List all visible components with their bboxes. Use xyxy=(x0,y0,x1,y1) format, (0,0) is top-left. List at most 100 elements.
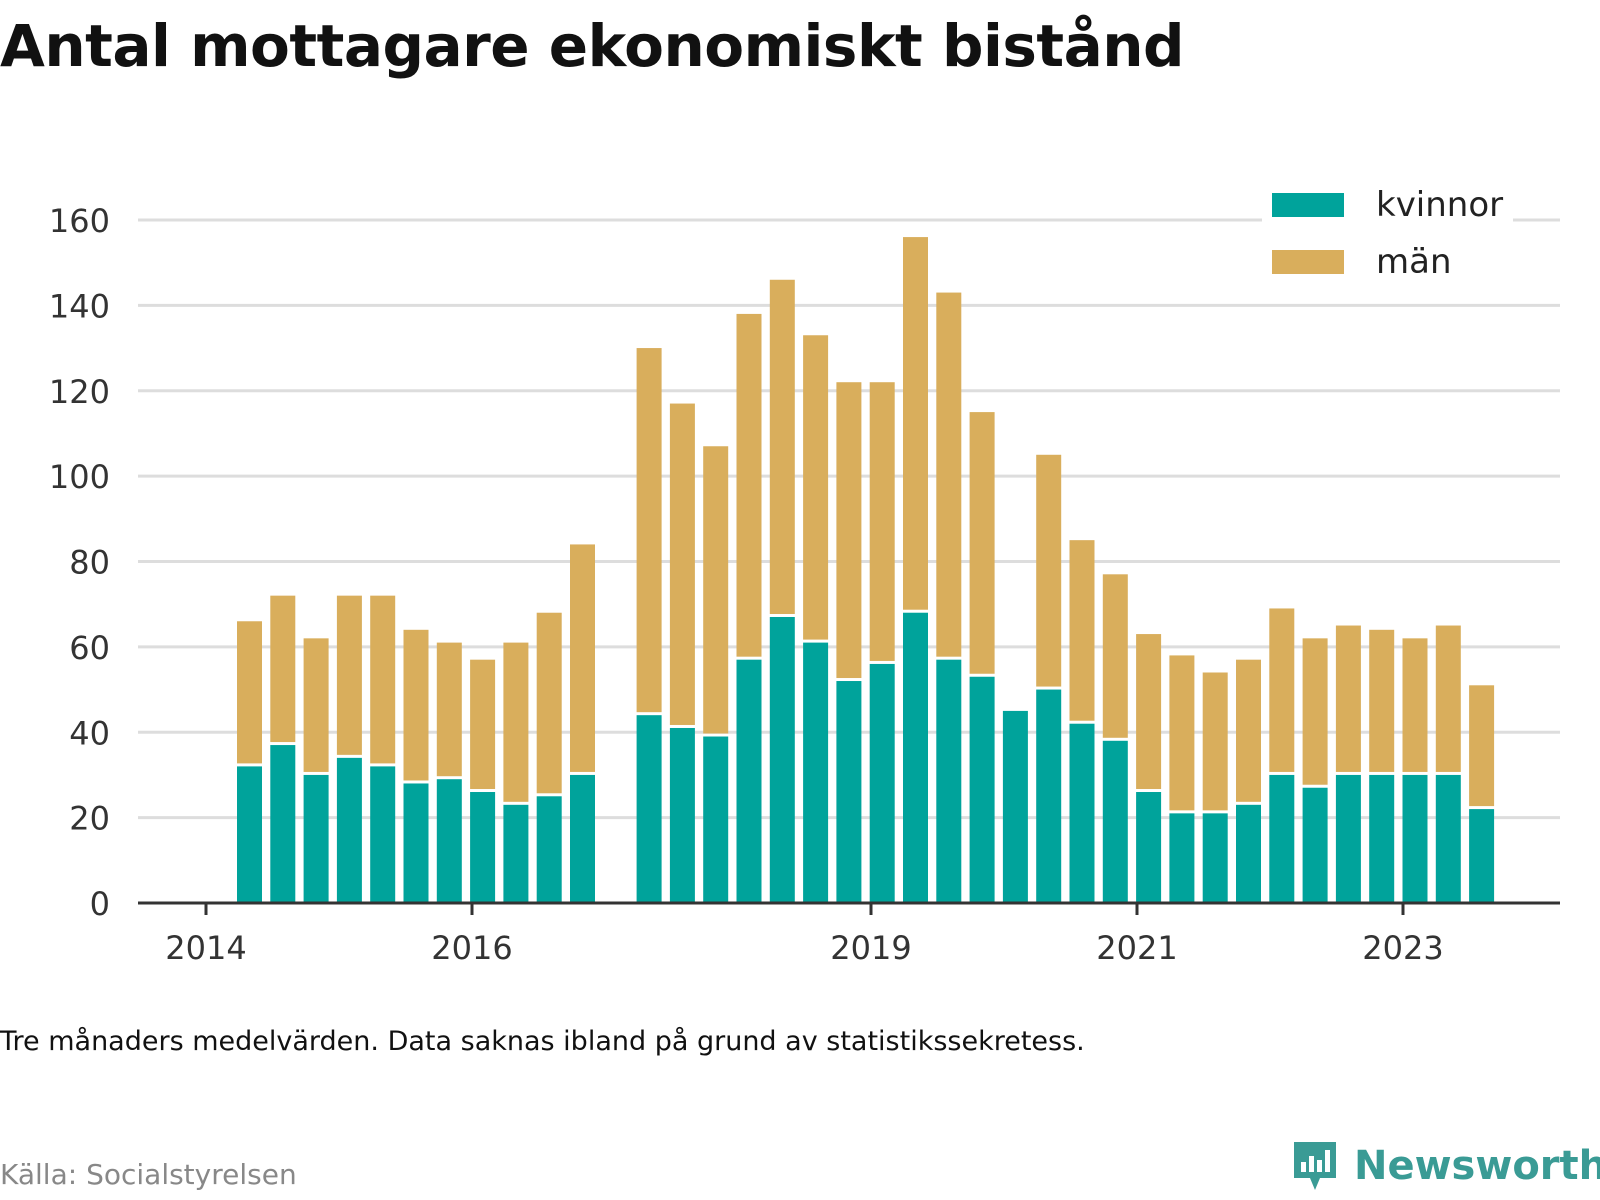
bar-man xyxy=(1435,625,1461,772)
bar-kvinnor xyxy=(1369,774,1395,903)
bar-kvinnor xyxy=(1269,774,1295,903)
bar-man xyxy=(969,412,995,674)
bar-kvinnor xyxy=(936,659,962,903)
bar-man xyxy=(1302,638,1328,785)
brand-logo[interactable]: Newsworthy xyxy=(1290,1138,1600,1194)
legend-label-kvinnor: kvinnor xyxy=(1376,184,1504,225)
bar-man xyxy=(636,348,662,713)
bar-kvinnor xyxy=(536,796,562,903)
y-tick-label: 0 xyxy=(90,885,110,923)
bar-kvinnor xyxy=(1469,809,1495,903)
stacked-bar-chart: 0 20 40 60 80 100 120 140 160 2014 2016 2019 2021 202… xyxy=(49,202,1560,967)
bar-man xyxy=(669,403,695,725)
bar-kvinnor xyxy=(1136,792,1162,903)
bar-man xyxy=(1036,454,1062,687)
bar-man xyxy=(1102,574,1128,738)
bar-kvinnor xyxy=(1402,774,1428,903)
bar-man xyxy=(303,638,329,772)
bar-kvinnor xyxy=(903,612,928,903)
y-tick-label: 160 xyxy=(49,202,110,240)
bar-kvinnor xyxy=(503,804,529,903)
bar-man xyxy=(1136,634,1162,790)
bar-kvinnor xyxy=(370,766,396,903)
bar-man xyxy=(1169,655,1195,811)
bar-man xyxy=(237,621,262,764)
bar-kvinnor xyxy=(703,736,729,903)
bar-man xyxy=(1469,685,1495,807)
y-tick-label: 80 xyxy=(69,544,110,582)
bar-kvinnor xyxy=(336,757,362,903)
bar-kvinnor xyxy=(1435,774,1461,903)
bar-kvinnor xyxy=(1169,813,1195,903)
bar-man xyxy=(1369,629,1395,772)
bar-kvinnor xyxy=(1102,740,1128,903)
y-tick-label: 20 xyxy=(69,800,110,838)
bar-kvinnor xyxy=(1002,710,1028,903)
y-tick-label: 140 xyxy=(49,287,110,325)
y-tick-label: 100 xyxy=(49,458,110,496)
bar-man xyxy=(1335,625,1361,772)
bar-kvinnor xyxy=(570,774,595,903)
legend-swatch-man xyxy=(1272,249,1344,274)
y-tick-label: 40 xyxy=(69,714,110,752)
legend: kvinnor män xyxy=(1262,170,1514,296)
bar-kvinnor xyxy=(1036,689,1062,903)
bar-kvinnor xyxy=(836,681,862,903)
bar-kvinnor xyxy=(1069,723,1095,903)
bar-man xyxy=(769,279,795,614)
y-tick-label: 120 xyxy=(49,373,110,411)
y-tick-label: 60 xyxy=(69,629,110,667)
source-label: Källa: Socialstyrelsen xyxy=(0,1158,297,1191)
bar-kvinnor xyxy=(1202,813,1228,903)
bar-man xyxy=(1269,608,1295,772)
bar-kvinnor xyxy=(436,779,462,903)
bar-kvinnor xyxy=(470,792,496,903)
bar-kvinnor xyxy=(736,659,762,903)
bar-man xyxy=(570,544,595,772)
bar-man xyxy=(336,595,362,755)
bar-kvinnor xyxy=(636,715,662,903)
bar-man xyxy=(936,292,962,657)
bar-man xyxy=(903,237,928,610)
bar-kvinnor xyxy=(237,766,262,903)
bar-kvinnor xyxy=(403,783,429,903)
bar-man xyxy=(436,642,462,777)
brand-name: Newsworthy xyxy=(1354,1143,1600,1189)
x-tick-label: 2021 xyxy=(1096,929,1177,967)
bar-man xyxy=(403,629,429,781)
bar-man xyxy=(536,612,562,794)
bar-kvinnor xyxy=(803,642,829,903)
bar-kvinnor xyxy=(1302,787,1328,903)
bar-kvinnor xyxy=(303,774,329,903)
chart-title: Antal mottagare ekonomiskt bistånd xyxy=(0,12,1185,80)
bar-kvinnor xyxy=(1236,804,1261,903)
legend-item-kvinnor: kvinnor xyxy=(1272,176,1503,233)
bar-man xyxy=(803,335,829,640)
legend-swatch-kvinnor xyxy=(1272,192,1344,217)
bar-man xyxy=(836,382,862,679)
bar-man xyxy=(1236,659,1261,802)
bar-kvinnor xyxy=(969,676,995,903)
x-tick-label: 2016 xyxy=(431,929,512,967)
bar-man xyxy=(470,659,496,790)
bar-man xyxy=(370,595,396,764)
chart-note: Tre månaders medelvärden. Data saknas ib… xyxy=(0,1026,1085,1057)
bar-man xyxy=(1402,638,1428,772)
bar-kvinnor xyxy=(869,663,895,903)
legend-item-man: män xyxy=(1272,233,1503,290)
bar-kvinnor xyxy=(669,727,695,903)
bar-kvinnor xyxy=(270,745,296,903)
bar-man xyxy=(736,313,762,657)
newsworthy-logo-icon xyxy=(1294,1142,1336,1190)
bar-kvinnor xyxy=(769,616,795,903)
bar-man xyxy=(270,595,296,743)
bar-man xyxy=(1202,672,1228,811)
bar-man xyxy=(869,382,895,661)
bar-kvinnor xyxy=(1335,774,1361,903)
x-tick-label: 2019 xyxy=(830,929,911,967)
bar-man xyxy=(1069,540,1095,721)
x-tick-label: 2014 xyxy=(165,929,246,967)
bar-man xyxy=(703,446,729,734)
bar-man xyxy=(503,642,529,802)
x-tick-label: 2023 xyxy=(1362,929,1443,967)
